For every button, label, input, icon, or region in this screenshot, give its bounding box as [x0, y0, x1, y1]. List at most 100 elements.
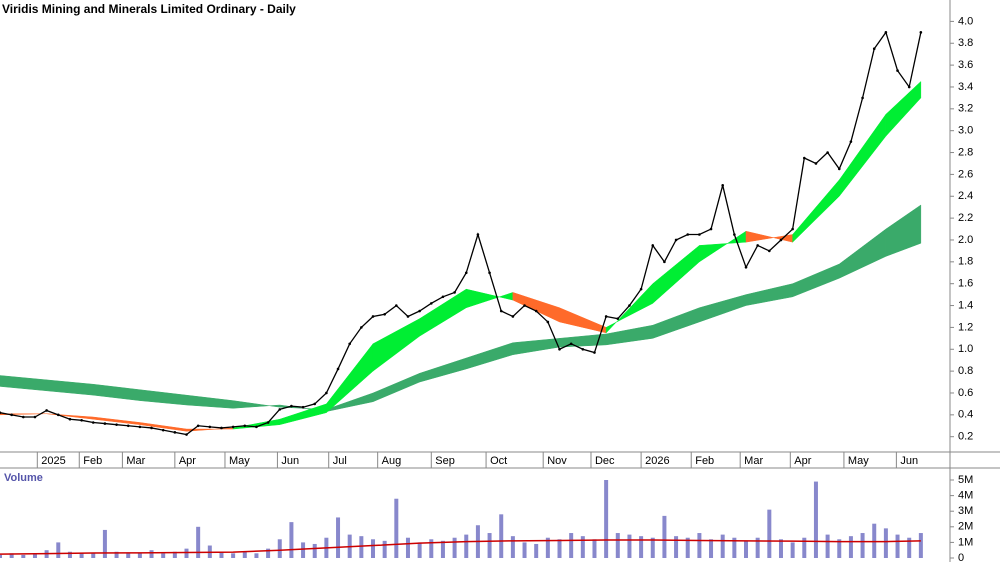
volume-bar	[825, 534, 830, 558]
x-tick-label: Feb	[695, 455, 714, 467]
volume-bar	[56, 542, 61, 558]
volume-bar	[685, 537, 690, 558]
y-tick-label: 0.2	[958, 431, 973, 443]
price-point	[837, 167, 841, 171]
price-point	[371, 315, 375, 318]
x-tick-label: Nov	[547, 455, 567, 467]
y-tick-label: 2.6	[958, 168, 973, 180]
price-point	[313, 402, 317, 406]
x-tick-label: May	[229, 455, 250, 467]
volume-bar	[592, 539, 597, 558]
price-point	[441, 295, 445, 299]
x-tick-label: Jul	[333, 455, 347, 467]
x-tick-label: 2026	[645, 455, 669, 467]
price-point	[569, 342, 573, 346]
volume-bar	[0, 554, 2, 558]
price-point	[919, 31, 923, 34]
volume-bar	[837, 539, 842, 558]
y-tick-label: 0.8	[958, 365, 973, 377]
volume-bar	[277, 539, 282, 558]
volume-bar	[918, 533, 923, 558]
price-point	[80, 419, 83, 422]
volume-bar	[720, 534, 725, 558]
chart-title: Viridis Mining and Minerals Limited Ordi…	[2, 2, 296, 16]
price-point	[884, 31, 888, 34]
volume-bar	[312, 543, 317, 558]
price-point	[196, 424, 200, 428]
x-tick-label: Jun	[281, 455, 299, 467]
volume-bar	[883, 528, 888, 558]
y-tick-label: 2.8	[958, 146, 973, 158]
y-tick-label: 3.0	[958, 125, 973, 137]
y-tick-label: 1.2	[958, 321, 973, 333]
volume-bar	[336, 517, 341, 558]
volume-average	[0, 539, 921, 555]
x-tick-label: Mar	[744, 455, 763, 467]
price-point	[453, 291, 456, 294]
x-tick-label: Feb	[83, 455, 102, 467]
volume-bar	[289, 522, 294, 558]
price-point	[849, 140, 853, 143]
volume-bar	[604, 480, 609, 558]
y-tick-label: 1.6	[958, 278, 973, 290]
price-point	[126, 424, 130, 428]
price-point	[255, 425, 258, 429]
volume-bar	[732, 537, 737, 558]
price-point	[663, 260, 666, 264]
price-point	[768, 249, 771, 253]
price-point	[45, 409, 48, 412]
volume-bar	[172, 551, 177, 558]
volume-bar	[662, 515, 667, 558]
price-point	[406, 315, 410, 318]
volume-bar	[21, 554, 26, 558]
price-point	[301, 405, 305, 409]
volume-bar	[301, 542, 306, 558]
price-point	[709, 227, 713, 231]
x-tick-label: Aug	[382, 455, 402, 467]
volume-bar	[510, 536, 515, 558]
y-tick-label: 1.0	[958, 343, 973, 355]
price-point	[791, 227, 794, 231]
price-point	[814, 162, 818, 165]
price-point	[161, 428, 165, 432]
price-point	[581, 347, 585, 351]
price-point	[383, 312, 386, 316]
price-point	[826, 151, 829, 154]
price-point	[534, 309, 538, 313]
volume-bar	[219, 551, 224, 558]
volume-bar	[569, 533, 574, 558]
y-tick-label: 2.4	[958, 190, 973, 202]
volume-bar	[650, 537, 655, 558]
volume-bar	[639, 536, 644, 558]
volume-bar	[895, 534, 900, 558]
price-point	[802, 156, 806, 160]
price-point	[360, 326, 363, 329]
volume-bar	[9, 553, 14, 558]
volume-bar	[452, 537, 457, 558]
volume-bar	[417, 542, 422, 558]
volume-bar	[790, 542, 795, 558]
volume-bar	[440, 540, 445, 558]
volume-bar	[860, 533, 865, 558]
price-point	[744, 265, 748, 269]
price-point	[10, 413, 13, 417]
band-segment	[885, 204, 922, 257]
y-tick-label: 3M	[958, 505, 973, 517]
x-tick-label: Jun	[900, 455, 918, 467]
volume-bar	[522, 542, 527, 558]
price-point	[721, 184, 724, 187]
price-point	[173, 431, 177, 434]
x-tick-label: Sep	[435, 455, 455, 467]
volume-bar	[231, 553, 236, 558]
price-point	[208, 425, 212, 429]
y-tick-label: 3.2	[958, 103, 973, 115]
x-tick-label: Oct	[490, 455, 507, 467]
price-point	[290, 404, 293, 408]
price-point	[429, 302, 433, 305]
price-point	[639, 287, 643, 291]
volume-bar	[487, 533, 492, 558]
volume-bar	[79, 553, 84, 558]
price-point	[499, 309, 503, 313]
volume-bar	[499, 514, 504, 558]
volume-bar	[184, 548, 189, 558]
